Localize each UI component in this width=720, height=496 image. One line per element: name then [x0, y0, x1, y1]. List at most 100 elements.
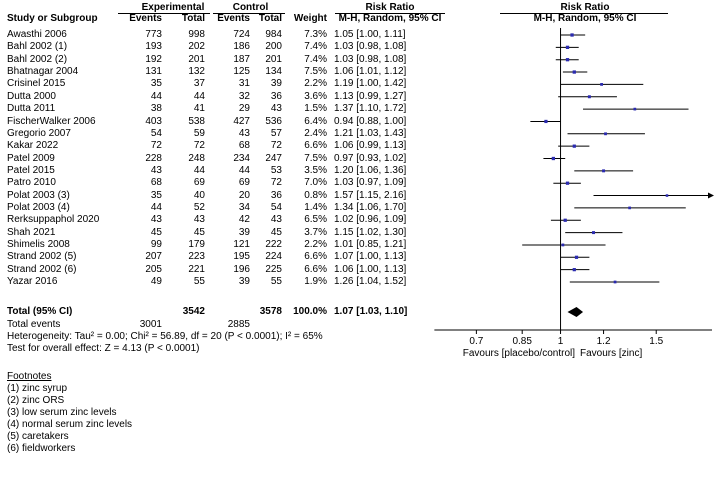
control-group-header: Control — [232, 2, 269, 13]
study-c-events: 186 — [233, 41, 250, 53]
study-e-total: 44 — [193, 90, 205, 102]
study-c-events: 125 — [233, 66, 250, 77]
study-name: Patro 2010 — [7, 177, 56, 189]
footnote-item: (4) normal serum zinc levels — [7, 419, 133, 430]
study-column-header: Study or Subgroup — [7, 13, 98, 24]
total-label: Total (95% CI) — [7, 306, 73, 317]
study-marker — [633, 107, 637, 111]
study-c-events: 44 — [238, 164, 250, 176]
ctrl-total-header: Total — [258, 13, 282, 24]
x-tick-label: 1.2 — [597, 336, 611, 347]
study-c-events: 69 — [238, 177, 250, 189]
study-marker — [565, 58, 570, 62]
study-e-events: 44 — [150, 201, 162, 213]
footnote-item: (1) zinc syrup — [7, 383, 68, 394]
study-ci-text: 1.06 [1.00, 1.13] — [334, 263, 407, 275]
study-ci-text: 1.26 [1.04, 1.52] — [334, 276, 407, 287]
study-marker — [613, 280, 617, 284]
study-e-total: 132 — [188, 66, 205, 77]
study-name: Crisinel 2015 — [7, 78, 66, 90]
study-e-total: 223 — [188, 251, 205, 263]
footnote-item: (6) fieldworkers — [7, 443, 76, 454]
study-ci-text: 1.37 [1.10, 1.72] — [334, 103, 407, 115]
study-c-events: 427 — [233, 115, 250, 127]
study-ci-text: 1.20 [1.06, 1.36] — [334, 164, 407, 176]
study-e-total: 538 — [188, 115, 205, 127]
study-e-total: 221 — [188, 263, 205, 275]
study-marker — [574, 255, 579, 259]
favours-left-label: Favours [placebo/control] — [462, 348, 575, 359]
study-c-events: 39 — [238, 226, 250, 238]
x-tick-label: 1 — [558, 336, 564, 347]
total-exp-events: 3001 — [139, 319, 162, 330]
study-e-total: 41 — [193, 103, 205, 115]
x-tick-label: 0.85 — [512, 336, 532, 347]
study-weight: 7.0% — [304, 177, 327, 189]
study-marker — [544, 119, 548, 124]
study-marker — [561, 243, 565, 247]
ctrl-events-header: Events — [217, 13, 250, 24]
study-e-total: 201 — [188, 53, 205, 65]
study-c-events: 121 — [233, 238, 250, 250]
study-e-total: 69 — [193, 177, 205, 189]
study-c-total: 201 — [265, 53, 282, 65]
study-c-events: 31 — [238, 78, 250, 90]
study-ci-text: 1.01 [0.85, 1.21] — [334, 238, 407, 250]
study-marker — [600, 83, 603, 86]
study-c-events: 20 — [238, 189, 250, 201]
study-weight: 1.9% — [304, 276, 327, 287]
plot-method-header: M-H, Random, 95% CI — [533, 13, 637, 24]
study-ci-text: 1.34 [1.06, 1.70] — [334, 201, 407, 213]
study-name: Polat 2003 (3) — [7, 189, 70, 201]
study-c-total: 72 — [270, 140, 282, 152]
total-ctrl-events: 2885 — [227, 319, 250, 330]
overall-effect-text: Test for overall effect: Z = 4.13 (P < 0… — [7, 343, 200, 354]
study-e-events: 192 — [145, 53, 162, 65]
study-weight: 0.8% — [304, 189, 327, 201]
footnote-item: (2) zinc ORS — [7, 395, 65, 406]
study-weight: 1.4% — [304, 201, 327, 213]
study-c-events: 32 — [238, 90, 250, 102]
study-c-events: 724 — [233, 29, 250, 40]
study-weight: 6.6% — [304, 251, 327, 263]
study-e-total: 998 — [188, 29, 205, 40]
study-e-total: 40 — [193, 189, 205, 201]
study-c-total: 54 — [270, 201, 282, 213]
study-c-total: 225 — [265, 263, 282, 275]
study-ci-text: 0.97 [0.93, 1.02] — [334, 152, 407, 164]
study-c-total: 39 — [270, 78, 282, 90]
study-name: Awasthi 2006 — [7, 29, 67, 40]
study-name: Bahl 2002 (1) — [7, 41, 68, 53]
study-name: Gregorio 2007 — [7, 127, 71, 139]
study-name: Shah 2021 — [7, 226, 56, 238]
study-e-total: 72 — [193, 140, 205, 152]
study-weight: 6.6% — [304, 140, 327, 152]
study-e-events: 193 — [145, 41, 162, 53]
study-e-events: 228 — [145, 152, 162, 164]
total-weight: 100.0% — [293, 306, 327, 317]
study-ci-text: 1.19 [1.00, 1.42] — [334, 78, 407, 90]
study-e-total: 179 — [188, 238, 205, 250]
study-c-events: 68 — [238, 140, 250, 152]
study-name: Dutta 2000 — [7, 90, 56, 102]
study-e-total: 55 — [193, 276, 205, 287]
study-ci-text: 1.57 [1.15, 2.16] — [334, 189, 407, 201]
study-c-events: 42 — [238, 214, 250, 226]
study-weight: 7.4% — [304, 41, 327, 53]
study-c-events: 43 — [238, 127, 250, 139]
study-marker — [592, 231, 596, 235]
study-e-events: 773 — [145, 29, 162, 40]
footnote-item: (3) low serum zinc levels — [7, 407, 117, 418]
weight-header: Weight — [293, 13, 327, 24]
study-e-events: 43 — [150, 214, 162, 226]
x-tick-label: 0.7 — [469, 336, 483, 347]
study-e-events: 35 — [150, 78, 162, 90]
study-e-total: 248 — [188, 152, 205, 164]
study-ci-text: 1.03 [0.97, 1.09] — [334, 177, 407, 189]
study-c-total: 536 — [265, 115, 282, 127]
total-ci-text: 1.07 [1.03, 1.10] — [334, 306, 408, 317]
study-e-total: 43 — [193, 214, 205, 226]
study-c-events: 29 — [238, 103, 250, 115]
study-weight: 7.5% — [304, 152, 327, 164]
study-ci-text: 1.03 [0.98, 1.08] — [334, 53, 407, 65]
